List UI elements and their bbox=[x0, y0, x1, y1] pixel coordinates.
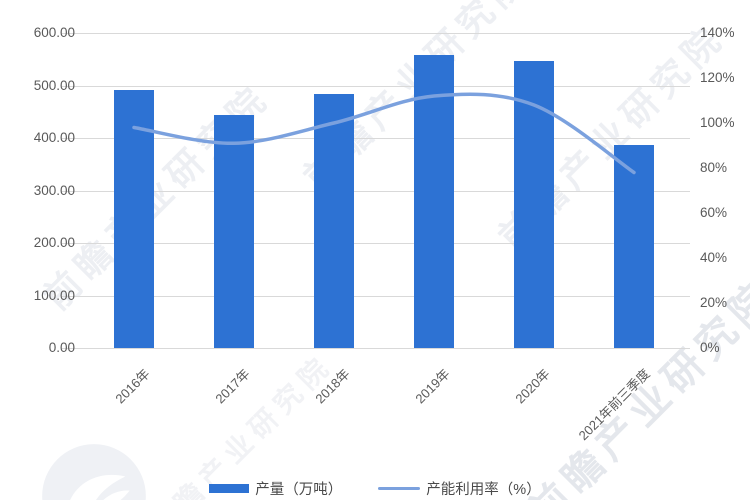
gridline bbox=[62, 295, 690, 297]
legend-line-swatch-icon bbox=[378, 486, 421, 491]
left-axis-tick-label: 0.00 bbox=[48, 340, 75, 355]
right-axis-tick-label: 140% bbox=[700, 25, 735, 40]
bar-2017年 bbox=[214, 114, 254, 348]
right-axis-tick-label: 0% bbox=[700, 340, 720, 355]
right-axis-tick-label: 120% bbox=[700, 70, 735, 85]
right-axis-tick-label: 20% bbox=[700, 295, 728, 310]
x-axis-label: 2020年 bbox=[512, 366, 553, 407]
right-axis-tick-label: 60% bbox=[700, 205, 728, 220]
bar-2020年 bbox=[514, 61, 554, 348]
gridline bbox=[62, 243, 690, 244]
legend-item-utilization: 产能利用率（%） bbox=[378, 478, 541, 499]
right-axis-tick-label: 40% bbox=[700, 250, 728, 265]
right-axis-tick-label: 80% bbox=[700, 160, 728, 175]
bar-2016年 bbox=[114, 89, 154, 348]
legend-item-production: 产量（万吨） bbox=[209, 478, 342, 499]
chart-legend: 产量（万吨） 产能利用率（%） bbox=[0, 478, 750, 499]
bar-2018年 bbox=[314, 94, 354, 348]
left-axis-tick-label: 500.00 bbox=[33, 77, 75, 93]
gridline bbox=[62, 138, 690, 139]
left-axis-tick-label: 400.00 bbox=[33, 130, 75, 145]
legend-label-production: 产量（万吨） bbox=[255, 482, 343, 498]
left-axis-tick-label: 300.00 bbox=[33, 182, 75, 198]
left-axis-tick-label: 100.00 bbox=[33, 287, 75, 303]
gridline bbox=[62, 33, 690, 34]
legend-label-utilization: 产能利用率（%） bbox=[426, 482, 541, 498]
left-axis-tick-label: 200.00 bbox=[33, 235, 75, 250]
x-axis-label: 2021年前三季度 bbox=[575, 366, 653, 444]
right-axis-tick-label: 100% bbox=[700, 115, 735, 130]
gridline bbox=[62, 85, 690, 87]
x-axis-label: 2019年 bbox=[412, 366, 453, 407]
x-axis-label: 2016年 bbox=[112, 366, 153, 407]
x-axis-label: 2017年 bbox=[212, 366, 253, 407]
bar-2019年 bbox=[414, 55, 454, 348]
x-axis-label: 2018年 bbox=[312, 366, 353, 407]
bar-2021年前三季度 bbox=[614, 145, 654, 348]
gridline bbox=[62, 190, 690, 192]
gridline bbox=[62, 348, 690, 349]
left-axis-tick-label: 600.00 bbox=[33, 25, 75, 40]
legend-bar-swatch-icon bbox=[209, 484, 250, 493]
